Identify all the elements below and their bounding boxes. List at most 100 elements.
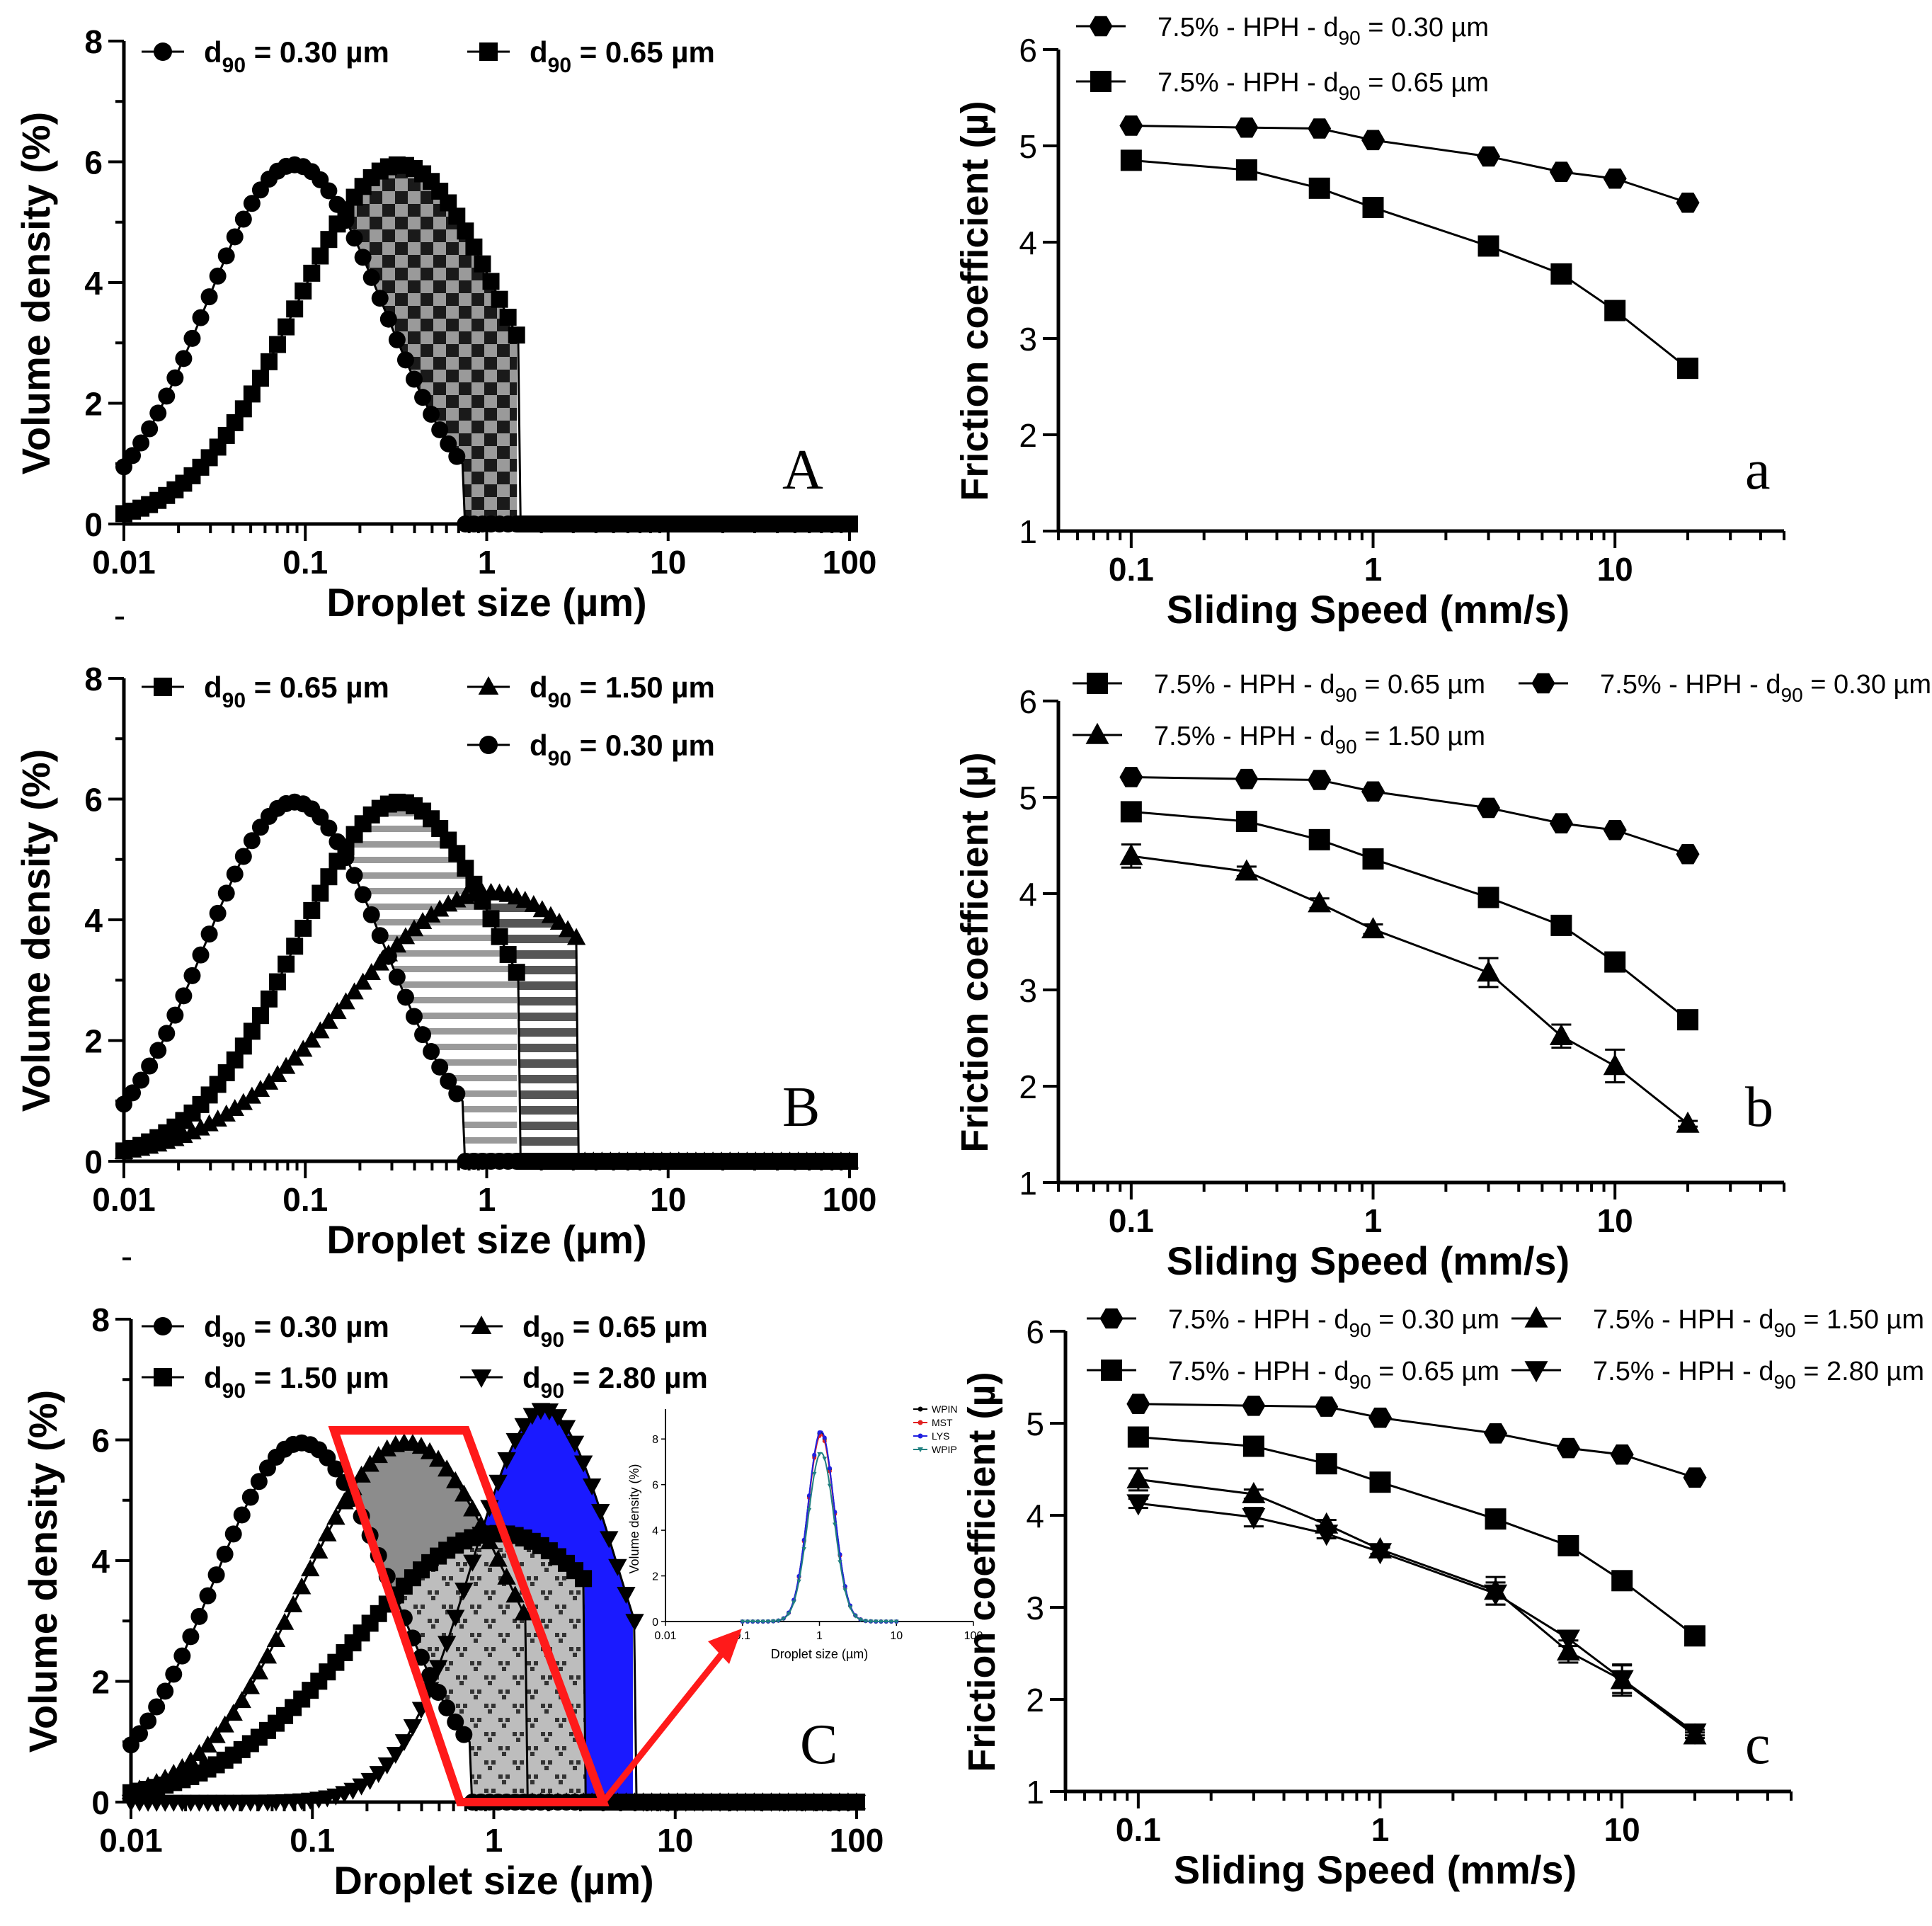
- x-axis-title: Sliding Speed (mm/s): [1167, 587, 1570, 632]
- data-point: [1361, 917, 1385, 939]
- data-point: [311, 884, 329, 902]
- legend-marker: [1524, 1361, 1548, 1383]
- data-point: [455, 1583, 474, 1600]
- inset-legend-marker: [918, 1406, 923, 1412]
- data-point: [1242, 1481, 1266, 1503]
- x-tick-label: 1: [1364, 1202, 1383, 1239]
- data-point: [388, 331, 406, 348]
- data-point: [1119, 843, 1143, 865]
- data-point: [269, 336, 287, 353]
- data-point: [428, 1449, 448, 1467]
- x-tick-label: 0.1: [1109, 551, 1154, 588]
- data-point: [1484, 1584, 1508, 1606]
- data-point: [1315, 1525, 1339, 1546]
- inset-y-axis-title: Volume density (%): [627, 1464, 641, 1573]
- data-point: [1235, 859, 1259, 881]
- data-point: [430, 899, 450, 917]
- inset-data-point: [791, 1600, 796, 1605]
- data-point: [149, 404, 167, 422]
- legend-value: = 0.30 µm: [1371, 1305, 1499, 1335]
- y-axis-title: Friction coefficient (µ): [954, 101, 996, 501]
- data-point: [1477, 797, 1501, 819]
- data-point: [175, 987, 193, 1005]
- x-tick-label: 10: [1597, 551, 1633, 588]
- y-tick-label: 2: [84, 386, 103, 423]
- data-point: [414, 1026, 432, 1044]
- data-point: [183, 329, 201, 347]
- legend-label: d90 = 0.65 µm: [204, 671, 389, 712]
- inset-series-line: [742, 1431, 897, 1622]
- data-point: [234, 848, 252, 865]
- data-point: [328, 833, 346, 850]
- data-point: [1362, 848, 1384, 870]
- data-point: [303, 901, 321, 919]
- data-point: [226, 865, 244, 883]
- data-point: [286, 938, 304, 955]
- data-point: [377, 1439, 396, 1457]
- inset-data-point: [786, 1612, 791, 1617]
- data-point: [234, 400, 252, 418]
- data-point: [625, 1614, 644, 1631]
- data-point: [556, 1420, 576, 1437]
- data-point: [505, 1585, 525, 1603]
- data-point: [457, 860, 474, 877]
- data-point: [249, 1662, 269, 1680]
- data-point: [345, 867, 363, 884]
- legend-prefix: 7.5% - HPH - d: [1600, 670, 1781, 700]
- data-point: [209, 267, 227, 285]
- data-point: [440, 1072, 457, 1090]
- data-point: [438, 1699, 456, 1716]
- data-point: [465, 238, 483, 256]
- legend-prefix: 7.5% - HPH - d: [1154, 670, 1335, 700]
- data-point: [320, 182, 338, 200]
- data-point: [448, 448, 466, 465]
- inset-data-point: [745, 1619, 750, 1624]
- data-point: [335, 1492, 354, 1510]
- inset-y-tick-label: 6: [652, 1480, 658, 1492]
- data-point: [360, 1772, 379, 1790]
- legend-subscript: 90: [1339, 27, 1361, 49]
- data-point: [371, 290, 389, 307]
- data-point: [328, 215, 346, 233]
- data-point: [158, 1025, 176, 1042]
- data-point: [156, 1682, 174, 1700]
- annotation-layer: [328, 1426, 742, 1806]
- y-tick-label: 1: [1019, 1165, 1037, 1202]
- y-tick-label: 2: [1019, 417, 1037, 454]
- data-point: [1235, 117, 1259, 138]
- data-point: [286, 300, 304, 318]
- y-tick-label: 4: [91, 1543, 110, 1580]
- data-point: [215, 1715, 234, 1733]
- data-point: [1368, 1407, 1393, 1428]
- data-point: [508, 964, 525, 981]
- data-point: [234, 210, 252, 228]
- y-axis-title: Volume density (%): [21, 1390, 65, 1753]
- data-point: [320, 868, 338, 886]
- inset-data-point: [822, 1457, 828, 1461]
- inset-data-point: [893, 1619, 899, 1624]
- inset-data-point: [806, 1508, 812, 1512]
- panel-letter: b: [1745, 1076, 1773, 1139]
- data-point: [1676, 192, 1700, 213]
- legend-marker: [1101, 1360, 1122, 1381]
- legend-value: = 1.50 µm: [1796, 1305, 1924, 1335]
- y-tick-label: 4: [1019, 876, 1037, 913]
- data-point: [514, 1418, 533, 1435]
- inset-data-point: [740, 1619, 745, 1624]
- data-point: [320, 231, 338, 249]
- inset-data-point: [863, 1619, 869, 1624]
- data-point: [217, 247, 235, 265]
- data-point: [354, 249, 372, 266]
- data-point: [446, 1471, 465, 1488]
- data-point: [192, 309, 210, 326]
- series-line: [1131, 124, 1688, 204]
- data-point: [1120, 149, 1142, 171]
- data-point: [226, 228, 244, 246]
- data-point: [352, 1465, 371, 1483]
- data-point: [242, 1086, 262, 1104]
- legend-label: 7.5% - HPH - d90 = 0.65 µm: [1158, 68, 1489, 104]
- data-point: [1369, 1471, 1391, 1493]
- data-point: [369, 1446, 388, 1464]
- data-point: [497, 1567, 516, 1585]
